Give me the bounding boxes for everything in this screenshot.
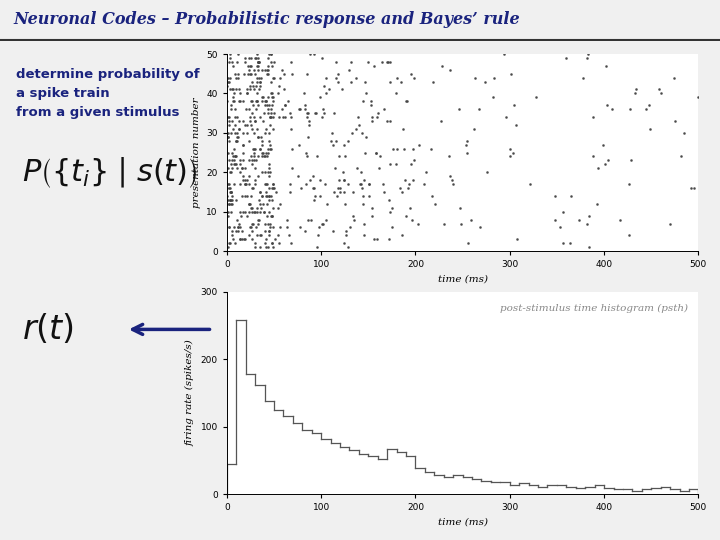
X-axis label: time (ms): time (ms) (438, 518, 487, 526)
Y-axis label: presentation number: presentation number (192, 97, 201, 208)
X-axis label: time (ms): time (ms) (438, 275, 487, 284)
Text: $P\left(\{t_i\} \mid s(t)\right)$: $P\left(\{t_i\} \mid s(t)\right)$ (22, 156, 197, 190)
Text: $r(t)$: $r(t)$ (22, 313, 73, 346)
Text: from a given stimulus: from a given stimulus (16, 106, 179, 119)
Text: a spike train: a spike train (16, 87, 109, 100)
Text: Neuronal Codes – Probabilistic response and Bayes’ rule: Neuronal Codes – Probabilistic response … (13, 11, 520, 28)
Y-axis label: firing rate (spikes/s): firing rate (spikes/s) (186, 340, 195, 446)
Text: determine probability of: determine probability of (16, 68, 199, 82)
Text: post-stimulus time histogram (psth): post-stimulus time histogram (psth) (500, 303, 688, 313)
